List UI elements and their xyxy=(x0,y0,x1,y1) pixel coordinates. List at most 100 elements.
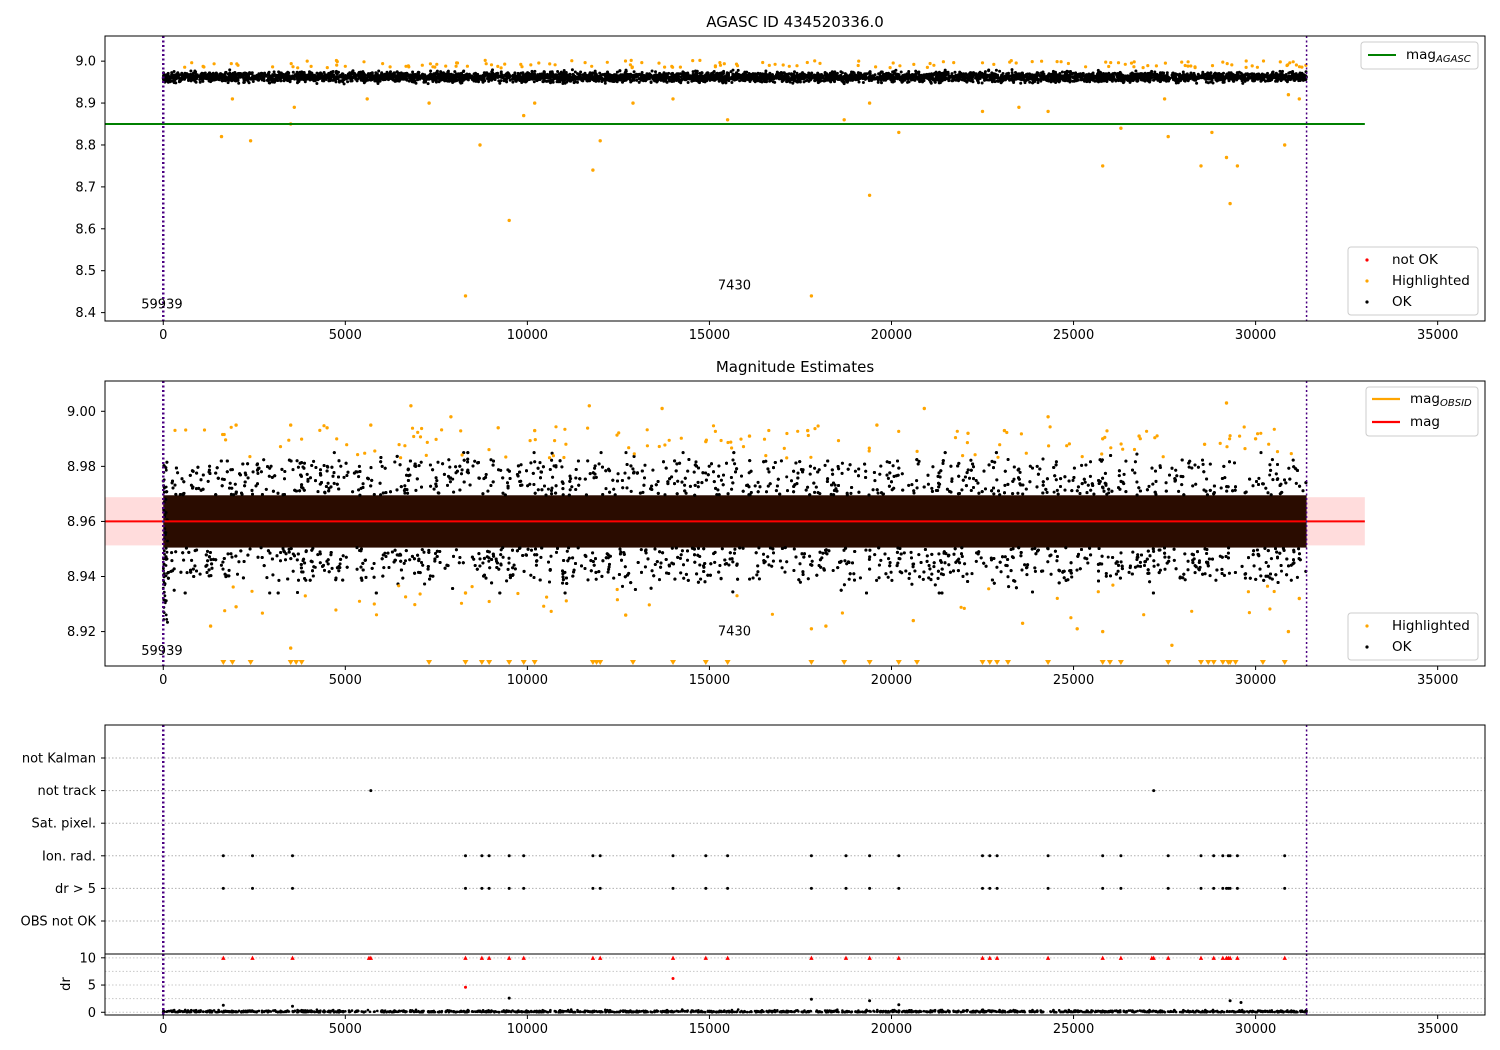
ok-point xyxy=(322,71,326,74)
ok-point xyxy=(1284,73,1288,76)
ok-point xyxy=(585,78,589,82)
ok-point xyxy=(911,77,915,81)
ok-point xyxy=(327,79,331,83)
ok-point xyxy=(344,76,348,80)
ok-point xyxy=(899,70,903,74)
ok-point xyxy=(313,79,317,83)
ok-point xyxy=(769,79,773,82)
ok-point xyxy=(1085,80,1089,84)
ok-point xyxy=(1221,78,1225,82)
ok-point xyxy=(1036,81,1040,85)
ok-point xyxy=(1024,73,1028,76)
ok-point xyxy=(1266,71,1269,75)
ok-point xyxy=(1019,81,1023,85)
ok-point xyxy=(694,69,697,73)
ok-point xyxy=(563,81,567,85)
ok-point xyxy=(266,77,270,81)
ok-point xyxy=(840,71,844,75)
ok-point xyxy=(691,70,695,74)
ok-point xyxy=(703,80,707,84)
ok-point xyxy=(954,73,958,77)
ok-point xyxy=(729,70,733,74)
ok-point xyxy=(970,77,974,81)
ok-point xyxy=(998,79,1002,83)
ok-point xyxy=(459,72,463,76)
ok-point xyxy=(262,77,266,81)
ok-point xyxy=(635,78,639,82)
ok-point xyxy=(511,80,515,84)
ok-point xyxy=(917,70,921,74)
ok-point xyxy=(370,74,374,78)
ok-point xyxy=(291,75,295,78)
ok-point xyxy=(530,69,534,73)
ok-point xyxy=(483,71,487,75)
ok-point xyxy=(1013,73,1016,77)
ok-point xyxy=(1105,73,1108,77)
ok-point xyxy=(1076,74,1080,78)
ok-point xyxy=(994,68,998,72)
ok-point xyxy=(907,70,911,73)
ok-point xyxy=(686,81,690,84)
ok-point xyxy=(966,77,970,81)
ok-point xyxy=(500,75,504,79)
ok-point xyxy=(876,80,880,84)
ok-point xyxy=(1285,80,1289,84)
ok-point xyxy=(1156,74,1159,78)
ok-point xyxy=(1289,78,1292,82)
ok-point xyxy=(1041,70,1045,74)
ok-point xyxy=(659,74,663,78)
ok-point xyxy=(544,79,548,83)
ok-point xyxy=(749,73,753,77)
ok-point xyxy=(735,77,739,81)
ok-point xyxy=(211,75,215,78)
ok-point xyxy=(555,80,559,84)
ok-point xyxy=(1116,76,1120,79)
ok-point xyxy=(1044,77,1048,81)
ok-point xyxy=(380,71,384,75)
ok-point xyxy=(984,76,988,80)
ok-point xyxy=(932,78,936,82)
ok-point xyxy=(1276,75,1280,79)
ok-point xyxy=(849,74,853,78)
ok-point xyxy=(1007,74,1011,78)
ok-point xyxy=(802,74,806,78)
ok-point xyxy=(1048,75,1052,78)
ok-point xyxy=(857,80,861,84)
ok-point xyxy=(712,70,716,73)
ok-point xyxy=(868,75,872,78)
ok-point xyxy=(615,70,619,74)
ok-point xyxy=(1231,78,1235,82)
ok-point xyxy=(1195,81,1199,85)
ok-point xyxy=(618,77,622,81)
ok-point xyxy=(467,72,471,76)
ok-point xyxy=(1040,77,1043,81)
ok-point xyxy=(796,77,800,81)
ok-point xyxy=(351,70,354,74)
ok-point xyxy=(192,78,196,82)
ok-point xyxy=(1010,68,1014,72)
ok-point xyxy=(1197,76,1201,80)
ok-point xyxy=(337,70,340,74)
ok-point xyxy=(1113,71,1117,75)
ok-point xyxy=(604,75,608,79)
ok-point xyxy=(463,73,467,77)
ok-point xyxy=(334,80,338,84)
ok-point xyxy=(650,69,654,73)
ok-point xyxy=(560,72,564,75)
ok-point xyxy=(773,80,777,84)
ok-point xyxy=(395,70,399,74)
ok-point xyxy=(900,80,904,84)
ok-point xyxy=(348,74,352,78)
ok-point xyxy=(597,77,601,81)
ok-point xyxy=(1014,71,1017,74)
ok-point xyxy=(513,71,517,75)
ok-point xyxy=(618,69,622,73)
ok-point xyxy=(1201,72,1205,76)
ok-point xyxy=(568,73,572,76)
ok-point xyxy=(409,77,413,81)
ok-point xyxy=(700,71,704,75)
ok-point xyxy=(1035,71,1039,75)
ok-point xyxy=(315,82,319,85)
ok-point xyxy=(1001,72,1005,75)
ok-point xyxy=(189,69,193,73)
